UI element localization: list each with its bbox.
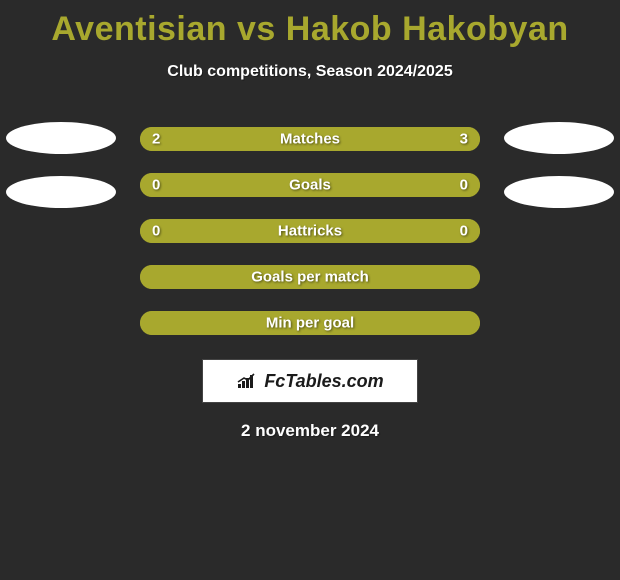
stat-label: Goals (289, 177, 331, 194)
player-marker (504, 122, 614, 154)
source-badge[interactable]: FcTables.com (202, 359, 418, 403)
player-marker (6, 122, 116, 154)
page-root: Aventisian vs Hakob Hakobyan Club compet… (0, 0, 620, 580)
stat-row: 2 3 Matches (140, 127, 480, 151)
stat-value-left: 2 (152, 131, 160, 148)
stat-fill-left (140, 173, 310, 197)
player-marker (6, 176, 116, 208)
stat-value-left: 0 (152, 223, 160, 240)
stat-value-right: 0 (460, 223, 468, 240)
stat-value-right: 3 (460, 131, 468, 148)
page-title: Aventisian vs Hakob Hakobyan (0, 0, 620, 49)
stat-row: Min per goal (140, 311, 480, 335)
stat-label: Goals per match (251, 269, 369, 286)
chart-icon (236, 372, 258, 390)
stat-row: Goals per match (140, 265, 480, 289)
footer-date: 2 november 2024 (0, 421, 620, 441)
player-marker (504, 176, 614, 208)
stat-label: Hattricks (278, 223, 342, 240)
stat-fill-left (140, 127, 276, 151)
stat-value-left: 0 (152, 177, 160, 194)
source-badge-label: FcTables.com (264, 371, 383, 392)
comparison-rows: 2 3 Matches 0 0 Goals 0 0 Hattricks Goals per mat… (0, 127, 620, 335)
stat-fill-right (310, 173, 480, 197)
stat-label: Matches (280, 131, 340, 148)
stat-row: 0 0 Hattricks (140, 219, 480, 243)
stat-label: Min per goal (266, 315, 354, 332)
stat-row: 0 0 Goals (140, 173, 480, 197)
page-subtitle: Club competitions, Season 2024/2025 (0, 63, 620, 81)
stat-value-right: 0 (460, 177, 468, 194)
